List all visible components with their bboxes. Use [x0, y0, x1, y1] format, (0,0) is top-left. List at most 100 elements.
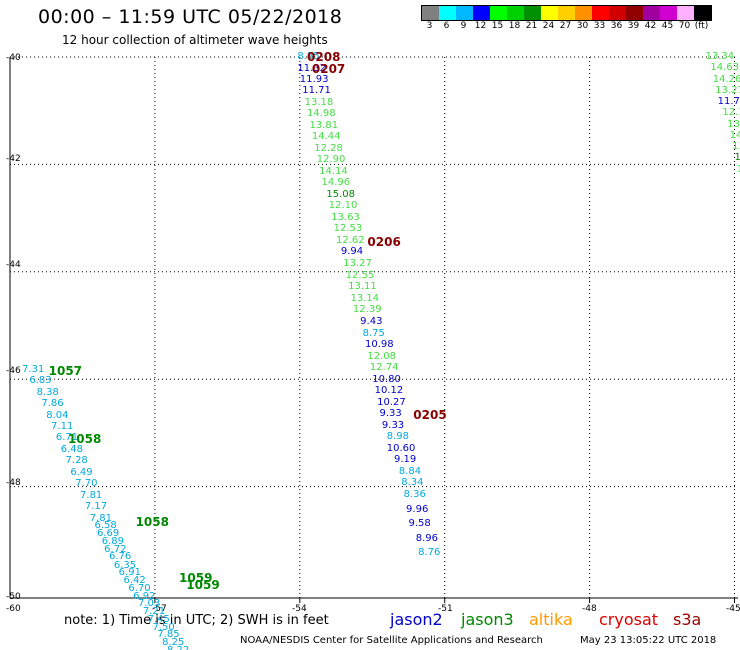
wave-height-value: 7.31: [22, 364, 45, 376]
wave-height-value: 7.03: [137, 598, 161, 610]
wave-height-value: 7.50: [152, 621, 175, 633]
map-subtitle: 12 hour collection of altimeter wave hei…: [62, 33, 328, 47]
legend-swatch: [490, 6, 507, 20]
pass-time-label: 0207: [311, 61, 346, 76]
legend-label: 33: [593, 21, 606, 31]
legend-swatch: [626, 6, 643, 20]
wave-height-value: 7.21: [142, 606, 166, 618]
wave-height-value: 14.98: [307, 107, 336, 119]
legend-label: 39: [627, 21, 640, 31]
wave-height-value: 8.75: [362, 327, 385, 339]
lat-label: -42: [6, 154, 21, 164]
wave-height-value: 12.08: [367, 350, 397, 362]
sat-s3a: s3a: [673, 610, 702, 629]
legend-label: 3: [426, 21, 433, 31]
pass-time-label: 1058: [135, 514, 169, 529]
wave-height-value: 12.53: [333, 223, 363, 235]
wave-height-value: 7.45: [147, 613, 170, 625]
credit-text: NOAA/NESDIS Center for Satellite Applica…: [240, 635, 543, 646]
wave-height-value: 6.69: [96, 528, 120, 540]
legend-label: 42: [644, 21, 657, 31]
legend-label: 30: [576, 21, 589, 31]
wave-height-value: 12.74: [369, 361, 399, 373]
pass-time-label: 1059: [186, 577, 220, 592]
legend-swatch: [609, 6, 626, 20]
wave-height-value: 8.76: [418, 546, 441, 558]
legend-swatch: [439, 6, 456, 20]
sat-altika: altika: [529, 610, 573, 629]
wave-height-value: 6.89: [101, 535, 125, 547]
lon-label: -45: [726, 604, 740, 614]
wave-height-value: 8.84: [398, 466, 422, 478]
pass-time-label: 0206: [367, 234, 401, 249]
wave-height-value: 13.14: [350, 292, 380, 304]
wave-height-value: 9.33: [381, 419, 405, 431]
wave-height-value: 6.91: [118, 567, 141, 579]
legend-swatch: [422, 6, 439, 20]
pass-time-label: 0208: [307, 50, 341, 64]
wave-height-value: 8.96: [415, 532, 438, 544]
lat-label: -46: [6, 366, 21, 376]
legend-swatch: [677, 6, 694, 20]
wave-height-value: 10.80: [372, 373, 401, 385]
wave-height-value: 13.18: [304, 96, 334, 108]
legend-swatch: [694, 6, 711, 20]
lat-label: -48: [6, 478, 21, 488]
wave-height-value: 6.48: [60, 444, 83, 456]
lon-label: -51: [438, 604, 453, 614]
legend-swatch: [592, 6, 609, 20]
wave-height-value: 10.98: [365, 338, 394, 350]
wave-height-value: 12.28: [314, 142, 343, 154]
wave-height-value: 11.78: [717, 96, 740, 108]
wave-height-value: 11.93: [299, 73, 329, 85]
wave-height-value: 7.81: [80, 489, 103, 501]
pass-time-label: 1058: [67, 432, 102, 447]
wave-height-value: 8.04: [46, 409, 69, 421]
wave-height-value: 7.11: [51, 420, 74, 432]
wave-height-value: 6.92: [133, 590, 156, 602]
wave-height-value: 12.90: [316, 154, 346, 166]
wave-height-value: 6.76: [109, 551, 132, 563]
wave-height-value: 12.39: [352, 304, 382, 316]
color-legend: [421, 5, 712, 21]
wave-height-value: 7.28: [65, 455, 88, 467]
wave-height-value: 14.26: [712, 73, 740, 85]
legend-label: 15: [491, 21, 504, 31]
lon-label: -60: [6, 604, 21, 614]
legend-label: (ft): [694, 21, 709, 31]
wave-height-value: 6.72: [104, 543, 127, 555]
legend-label: 45: [661, 21, 674, 31]
wave-height-value: 12.62: [336, 235, 365, 247]
wave-height-value: 12.55: [345, 269, 375, 281]
wave-height-value: 9.94: [340, 246, 364, 258]
lat-label: -44: [6, 260, 21, 270]
legend-label: 36: [610, 21, 623, 31]
legend-label: 9: [460, 21, 467, 31]
wave-height-value: 15: [734, 152, 740, 164]
legend-swatch: [643, 6, 660, 20]
wave-height-value: 14.13: [729, 129, 740, 141]
wave-height-value: 6.35: [113, 559, 137, 571]
wave-height-value: 11.32: [297, 62, 327, 74]
wave-height-value: 8.25: [162, 637, 185, 649]
wave-height-value: 7.86: [41, 398, 64, 410]
wave-height-value: 13.27: [715, 84, 740, 96]
wave-height-value: 14.14: [319, 165, 348, 177]
wave-height-value: 6.49: [70, 466, 93, 478]
lat-label: -50: [6, 592, 21, 602]
sat-jason3: jason3: [461, 610, 514, 629]
wave-height-value: 12.11: [722, 107, 740, 119]
wave-height-value: 7.17: [84, 501, 108, 512]
legend-label: 6: [443, 21, 450, 31]
wave-height-value: 14.44: [311, 131, 341, 142]
legend-swatch: [473, 6, 490, 20]
wave-height-value: 6.70: [128, 582, 151, 594]
wave-height-value: 13.11: [348, 281, 377, 293]
legend-swatch: [660, 6, 677, 20]
legend-label: 21: [525, 21, 538, 31]
wave-height-value: 13.8: [732, 141, 740, 153]
wave-height-value: 10.12: [374, 385, 404, 396]
wave-height-value: 12.10: [328, 200, 358, 212]
wave-height-value: 13.27: [343, 258, 372, 270]
